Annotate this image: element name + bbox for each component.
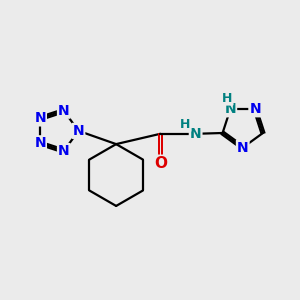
Text: N: N <box>34 111 46 125</box>
Text: N: N <box>73 124 84 138</box>
Text: N: N <box>58 144 70 158</box>
Text: O: O <box>154 156 167 171</box>
Text: N: N <box>224 102 236 116</box>
Text: N: N <box>237 141 249 154</box>
Text: N: N <box>190 127 202 141</box>
Text: H: H <box>222 92 233 105</box>
Text: H: H <box>180 118 190 131</box>
Text: N: N <box>249 102 261 116</box>
Text: N: N <box>58 104 70 118</box>
Text: N: N <box>34 136 46 150</box>
